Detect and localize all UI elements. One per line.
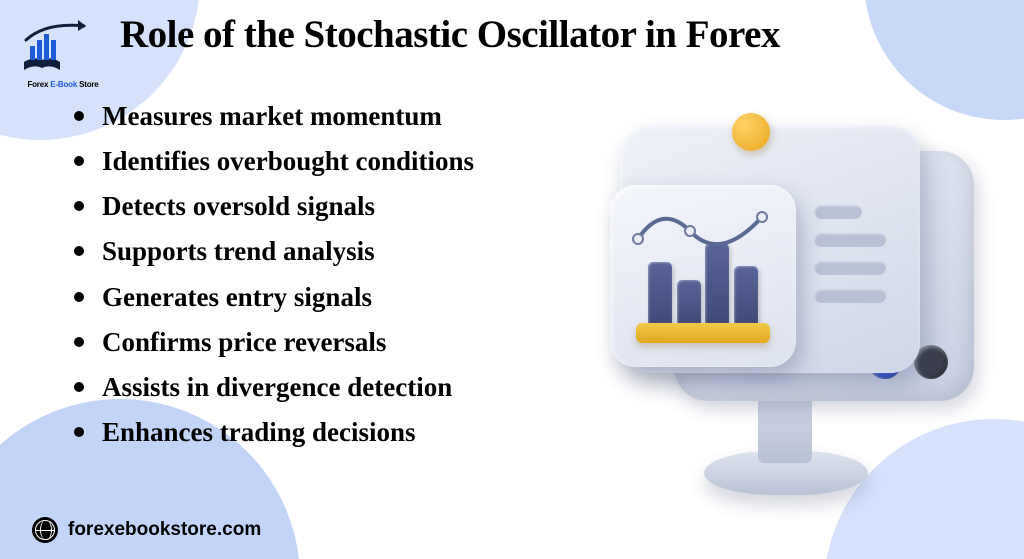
bullet-item: Enhances trading decisions xyxy=(68,413,580,452)
text-line-icon xyxy=(814,261,886,275)
bullet-list: Measures market momentum Identifies overb… xyxy=(68,97,580,452)
chart-bar xyxy=(648,262,672,325)
page-title: Role of the Stochastic Oscillator in For… xyxy=(120,14,780,57)
logo-caption: Forex E-Book Store xyxy=(20,80,106,89)
text-line-icon xyxy=(814,233,886,247)
chart-card-icon xyxy=(610,185,796,367)
chart-bar xyxy=(734,266,758,325)
footer-site-text: forexebookstore.com xyxy=(68,519,261,541)
text-lines-icon xyxy=(814,205,886,317)
logo-arrow-icon xyxy=(26,20,86,40)
orange-dot-icon xyxy=(732,113,770,151)
monitor-front-icon xyxy=(620,125,920,373)
bullet-item: Assists in divergence detection xyxy=(68,368,580,407)
brand-logo: Forex E-Book Store xyxy=(20,18,106,89)
globe-icon xyxy=(32,517,58,543)
text-line-icon xyxy=(814,289,886,303)
bullet-item: Supports trend analysis xyxy=(68,232,580,271)
bullet-item: Identifies overbought conditions xyxy=(68,142,580,181)
footer: forexebookstore.com xyxy=(32,517,261,543)
bullet-item: Generates entry signals xyxy=(68,278,580,317)
bullet-item: Detects oversold signals xyxy=(68,187,580,226)
text-line-icon xyxy=(814,205,862,219)
bullet-item: Confirms price reversals xyxy=(68,323,580,362)
bullet-item: Measures market momentum xyxy=(68,97,580,136)
chart-bar xyxy=(677,280,701,325)
logo-book-icon xyxy=(24,58,60,70)
chart-curve-icon xyxy=(632,209,772,269)
logo-bars-icon xyxy=(30,34,56,60)
monitor-chart-illustration xyxy=(592,107,982,527)
